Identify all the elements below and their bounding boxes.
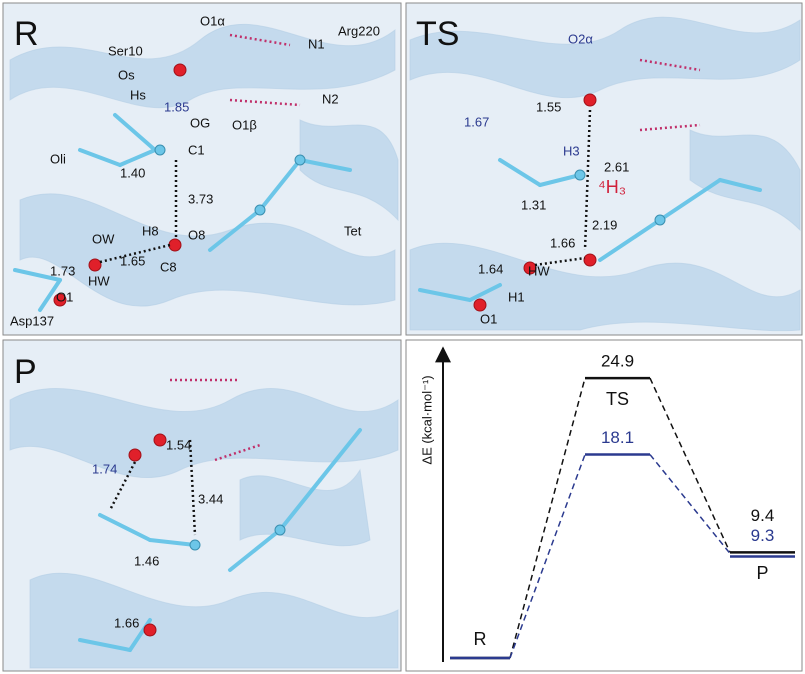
energy-value: 9.4 bbox=[751, 506, 775, 525]
distance: 1.31 bbox=[521, 197, 546, 212]
distance: 1.73 bbox=[50, 263, 75, 278]
distance: 1.40 bbox=[120, 165, 145, 180]
distance: 1.74 bbox=[92, 461, 117, 476]
atom-label: OG bbox=[190, 115, 210, 130]
atom-label: OW bbox=[92, 231, 115, 246]
distance: 1.66 bbox=[550, 235, 575, 250]
distance: 2.19 bbox=[592, 217, 617, 232]
atom-label: O1 bbox=[56, 289, 73, 304]
residue-label: Arg220 bbox=[338, 23, 380, 38]
atom-label: O2α bbox=[568, 31, 593, 46]
distance: 1.54 bbox=[166, 437, 191, 452]
residue-label: Ser10 bbox=[108, 43, 143, 58]
distance: 1.55 bbox=[536, 99, 561, 114]
energy-connector bbox=[649, 377, 731, 553]
atom-label: HW bbox=[528, 263, 550, 278]
atom-label: N2 bbox=[322, 91, 339, 106]
atom-label: Os bbox=[118, 67, 135, 82]
atom-label: O1β bbox=[232, 117, 257, 132]
distance: 3.44 bbox=[198, 491, 223, 506]
energy-connector bbox=[649, 454, 731, 554]
atom-label: Hs bbox=[130, 87, 146, 102]
panel-p: P 1.54 1.74 3.44 1.46 1.66 bbox=[2, 339, 402, 672]
panel-ts: TS O2α H3 ⁴H₃ HW H1 O1 1.67 1.55 2.61 1.… bbox=[405, 2, 803, 336]
distance: 1.65 bbox=[120, 253, 145, 268]
distance: 1.46 bbox=[134, 553, 159, 568]
state-label: P bbox=[756, 563, 768, 583]
atom-label: C1 bbox=[188, 142, 205, 157]
residue-label: Oli bbox=[50, 151, 66, 166]
energy-value: 18.1 bbox=[601, 428, 634, 447]
atom-label: N1 bbox=[308, 36, 325, 51]
panel-label: P bbox=[14, 353, 37, 391]
residue-label: Tet bbox=[344, 223, 362, 238]
state-label: R bbox=[474, 629, 487, 649]
distance: 1.64 bbox=[478, 261, 503, 276]
atom-label: O1α bbox=[200, 13, 225, 28]
energy-value: 24.9 bbox=[601, 352, 634, 371]
distance: 2.61 bbox=[604, 159, 629, 174]
distance: 1.85 bbox=[164, 99, 189, 114]
atom-label: C8 bbox=[160, 259, 177, 274]
panel-label: R bbox=[14, 15, 39, 53]
panel-r: R O1α N1 Arg220 Ser10 Os Hs N2 O1β OG C1… bbox=[2, 2, 402, 336]
distance: 1.66 bbox=[114, 615, 139, 630]
conformation-label: ⁴H₃ bbox=[598, 177, 626, 197]
atom-label: HW bbox=[88, 273, 110, 288]
atom-label: H3 bbox=[563, 143, 580, 158]
distance: 1.67 bbox=[464, 114, 489, 129]
energy-diagram: ΔE (kcal·mol⁻¹) 24.9 9.4 18.1 9.3 R TS P bbox=[405, 339, 803, 672]
residue-label: Asp137 bbox=[10, 313, 54, 328]
atom-label: H1 bbox=[508, 289, 525, 304]
energy-value: 9.3 bbox=[751, 526, 775, 545]
atom-label: O1 bbox=[480, 311, 497, 326]
axis-label: ΔE (kcal·mol⁻¹) bbox=[419, 375, 434, 464]
energy-connector bbox=[509, 454, 586, 659]
state-label: TS bbox=[606, 389, 629, 409]
energy-connector bbox=[509, 377, 586, 659]
panel-label: TS bbox=[416, 15, 459, 53]
atom-label: H8 bbox=[142, 223, 159, 238]
distance: 3.73 bbox=[188, 191, 213, 206]
atom-label: O8 bbox=[188, 227, 205, 242]
